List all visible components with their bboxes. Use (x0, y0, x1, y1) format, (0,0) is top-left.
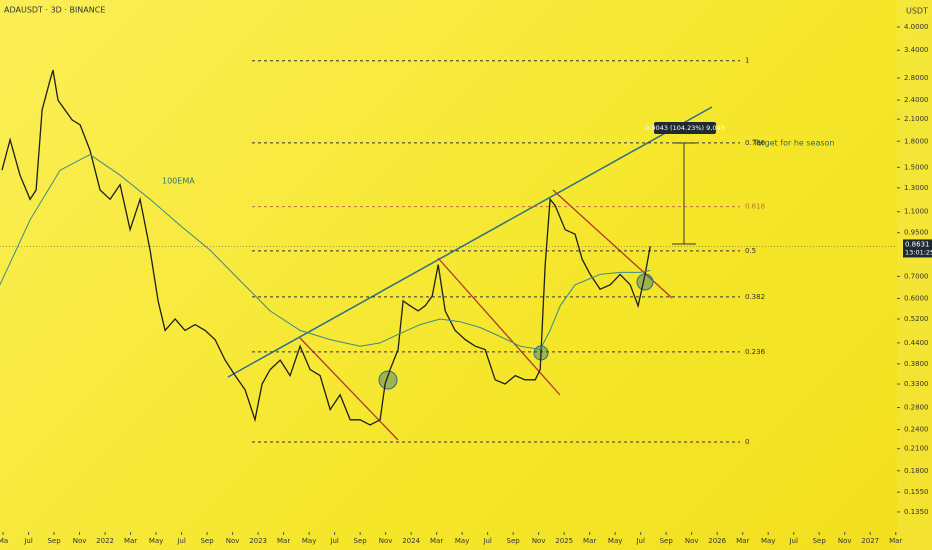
y-tick-label: 1.1000 (904, 208, 929, 216)
x-tick-label: 2025 (555, 537, 573, 545)
y-tick-label: 0.4400 (904, 339, 929, 347)
y-tick-label: 0.2800 (904, 404, 929, 412)
drawings (227, 106, 716, 441)
x-tick-label: 2027 (861, 537, 879, 545)
x-tick-label: May (149, 537, 163, 545)
down-trend-line (552, 189, 673, 299)
down-trend-line (299, 337, 399, 441)
x-tick-label: Mar (736, 537, 749, 545)
y-tick-label: 0.1800 (904, 467, 929, 475)
x-tick-label: May (302, 537, 316, 545)
y-tick-label: 0.2100 (904, 445, 929, 453)
y-tick-label: 0.1550 (904, 488, 929, 496)
price-line (1, 69, 651, 426)
y-tick-label: 4.0000 (904, 23, 929, 31)
last-price-label: 0.8631 (905, 240, 930, 248)
y-tick-label: 0.2400 (904, 426, 929, 434)
y-tick-label: 0.1350 (904, 508, 929, 516)
trend-line (227, 106, 713, 378)
y-tick-label: 1.3000 (904, 184, 929, 192)
y-tick-label: 3.4000 (904, 46, 929, 54)
target-label: Target for he season (752, 139, 835, 148)
x-tick-label: Nov (838, 537, 852, 545)
y-tick-label: 2.4000 (904, 96, 929, 104)
x-tick-label: Mar (889, 537, 902, 545)
symbol-title: ADAUSDT · 3D · BINANCE (4, 6, 105, 15)
x-tick-label: Jul (329, 537, 339, 545)
y-tick-label: 0.7000 (904, 272, 929, 280)
x-tick-label: Jul (176, 537, 186, 545)
fib-label: 0.786 (745, 139, 766, 147)
y-tick-label: 0.3300 (904, 380, 929, 388)
countdown-label: 13:01:25 (905, 248, 932, 256)
x-tick-label: 2023 (249, 537, 267, 545)
x-tick-label: Nov (532, 537, 546, 545)
ema-label: 100EMA (162, 177, 195, 186)
x-tick-label: May (608, 537, 622, 545)
x-tick-label: Mar (430, 537, 443, 545)
y-tick-label: 0.6000 (904, 294, 929, 302)
x-tick-label: Sep (507, 537, 521, 545)
x-tick-label: Nov (685, 537, 699, 545)
measure-label: 0.9043 (104.23%) 9,043 (645, 124, 724, 132)
x-tick-label: Sep (47, 537, 61, 545)
axis-panel (897, 0, 932, 550)
x-tick-label: Nov (226, 537, 240, 545)
x-tick-label: Sep (813, 537, 827, 545)
x-tick-label: 2026 (708, 537, 726, 545)
x-tick-label: 2024 (402, 537, 420, 545)
fib-label: 0.618 (745, 203, 765, 211)
y-tick-label: 0.9500 (904, 229, 929, 237)
fib-label: 1 (745, 57, 749, 65)
measure-box (654, 122, 716, 134)
down-trend-line (437, 257, 561, 396)
y-tick-label: 2.1000 (904, 115, 929, 123)
x-tick-label: Mar (124, 537, 137, 545)
x-tick-label: Nov (379, 537, 393, 545)
x-tick-label: Mar (277, 537, 290, 545)
x-tick-label: May (455, 537, 469, 545)
fib-label: 0.382 (745, 293, 765, 301)
x-tick-label: Jul (788, 537, 798, 545)
breakout-circle (378, 370, 398, 390)
x-tick-label: 2022 (96, 537, 114, 545)
x-tick-label: Jul (23, 537, 33, 545)
y-tick-label: 0.3800 (904, 360, 929, 368)
y-tick-label: 1.8000 (904, 137, 929, 145)
x-tick-label: Jul (635, 537, 645, 545)
x-tick-label: Nov (73, 537, 87, 545)
price-line (0, 154, 651, 351)
x-tick-label: Mar (583, 537, 596, 545)
x-tick-label: Jul (482, 537, 492, 545)
x-tick-label: Sep (660, 537, 674, 545)
y-tick-label: 1.5000 (904, 163, 929, 171)
fib-label: 0 (745, 438, 749, 446)
x-tick-label: Ma (0, 537, 8, 545)
x-tick-label: Sep (200, 537, 214, 545)
currency: USDT (906, 7, 928, 16)
x-tick-label: Sep (354, 537, 368, 545)
last-price-box (903, 239, 932, 258)
y-tick-label: 2.8000 (904, 74, 929, 82)
fib-label: 0.5 (745, 247, 756, 255)
x-tick-label: May (761, 537, 775, 545)
y-tick-label: 0.5200 (904, 315, 929, 323)
fib-label: 0.236 (745, 348, 766, 356)
